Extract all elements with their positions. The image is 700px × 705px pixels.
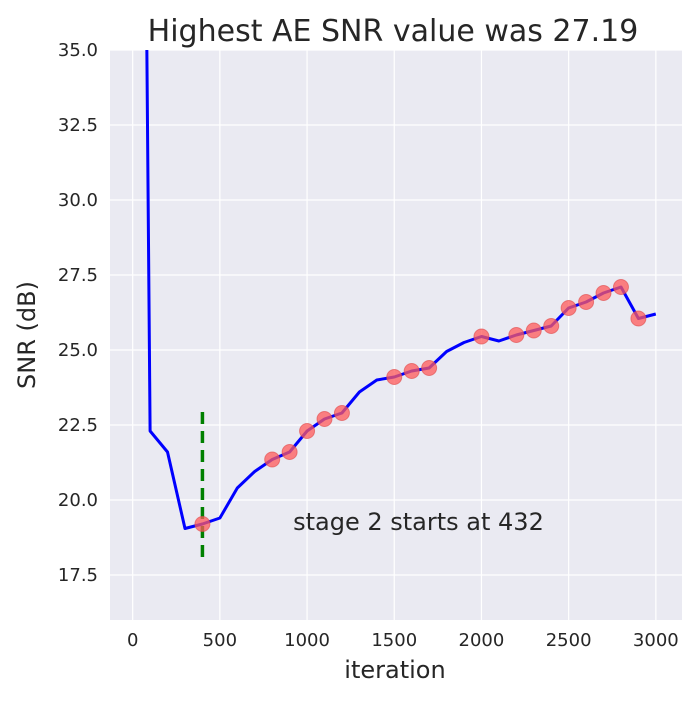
y-tick-label: 17.5 [58, 565, 98, 586]
tick-labels: 0 500 1000 1500 2000 2500 3000 17.5 20.0 22.5 25.0… [58, 40, 679, 651]
highlight-marker [473, 328, 490, 345]
highlight-marker [264, 451, 281, 468]
y-tick-label: 30.0 [58, 190, 98, 211]
highlight-marker [194, 516, 211, 532]
highlight-marker [560, 300, 577, 316]
highlight-marker [612, 279, 629, 295]
x-tick-label: 0 [127, 630, 138, 651]
x-tick-label: 2500 [546, 630, 592, 651]
stage-annotation: stage 2 starts at 432 [293, 508, 544, 536]
x-axis-label: iteration [344, 656, 445, 684]
highlight-marker [421, 360, 438, 376]
y-tick-label: 22.5 [58, 415, 98, 436]
x-tick-label: 2000 [459, 630, 505, 651]
highlight-marker [386, 369, 403, 385]
x-tick-label: 3000 [633, 630, 679, 651]
x-tick-label: 1500 [371, 630, 417, 651]
x-tick-label: 500 [203, 630, 237, 651]
highlight-marker [508, 327, 525, 343]
y-axis-label: SNR (dB) [13, 281, 41, 389]
highlight-markers [194, 279, 647, 532]
x-tick-label: 1000 [284, 630, 330, 651]
highlight-marker [316, 411, 333, 427]
y-tick-label: 27.5 [58, 265, 98, 286]
highlight-marker [333, 405, 350, 421]
highlight-marker [543, 318, 560, 334]
highlight-marker [630, 310, 647, 327]
highlight-marker [403, 363, 420, 379]
y-tick-label: 32.5 [58, 115, 98, 136]
highlight-marker [299, 423, 316, 439]
highlight-marker [525, 322, 542, 339]
highlight-marker [281, 444, 298, 460]
y-tick-label: 35.0 [58, 40, 98, 61]
chart-title: Highest AE SNR value was 27.19 [148, 14, 639, 49]
grid-lines [110, 49, 682, 620]
y-tick-label: 20.0 [58, 490, 98, 511]
highlight-marker [595, 285, 612, 301]
y-tick-label: 25.0 [58, 340, 98, 361]
highlight-marker [578, 294, 595, 310]
